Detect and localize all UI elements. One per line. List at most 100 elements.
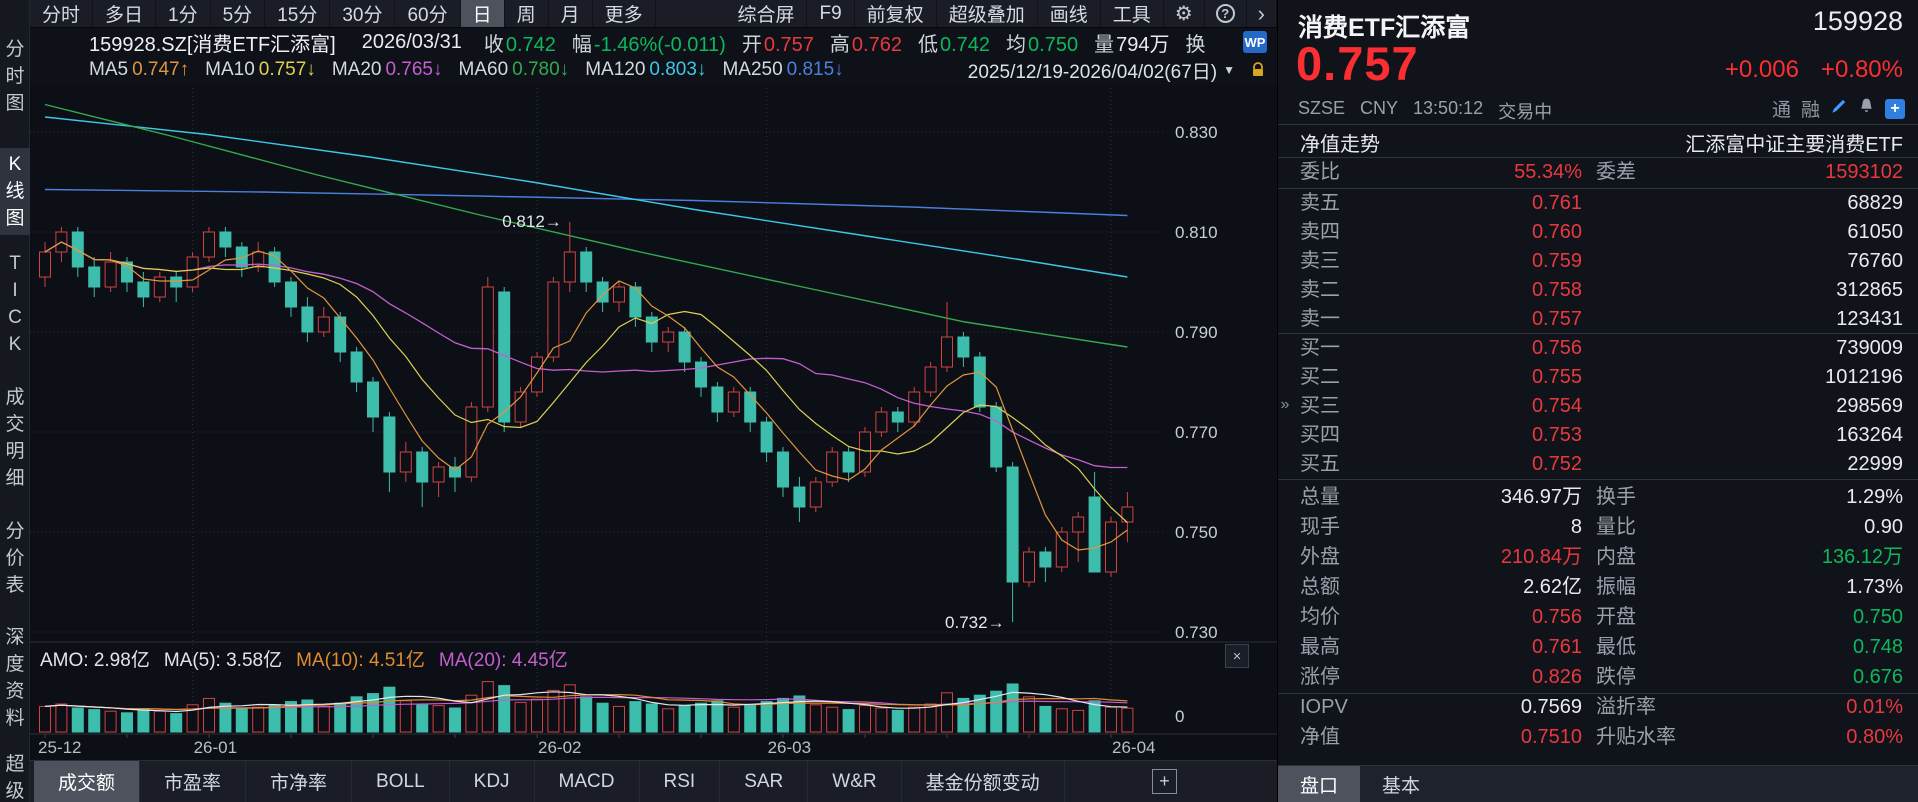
close-icon[interactable]: × [1225, 644, 1249, 668]
sidebar-item-1[interactable]: 分时图 [0, 38, 30, 115]
help-icon[interactable]: ? [1205, 0, 1247, 27]
nav-value-row[interactable]: 净值走势 汇添富中证主要消费ETF [1278, 128, 1918, 156]
indicator-tab-SAR[interactable]: SAR [720, 761, 809, 802]
svg-text:0.732→: 0.732→ [945, 613, 1005, 632]
field-高: 高 0.762 [830, 34, 902, 56]
field-value: 0.762 [851, 33, 902, 56]
book-price: 0.758 [1531, 279, 1582, 301]
book-price: 0.754 [1531, 395, 1582, 417]
book-price: 0.761 [1531, 192, 1582, 214]
toolbar-item-周[interactable]: 周 [505, 0, 549, 27]
stat-label: 净值 [1300, 726, 1340, 748]
toolbar-item-更多[interactable]: 更多 [593, 0, 656, 27]
kline-chart-svg: 0.830 0.810 0.790 0.770 0.750 0.730 25-12 26-01… [30, 88, 1277, 757]
svg-text:26-03: 26-03 [768, 738, 811, 757]
bid-row-2: 买二 0.755 1012196 [1278, 363, 1918, 392]
date-range-selector[interactable]: 2025/12/19-2026/04/02(67日) ▼ [968, 57, 1235, 84]
indicator-tab-W&R[interactable]: W&R [808, 761, 902, 802]
toolbar-item-60分[interactable]: 60分 [395, 0, 461, 27]
sidebar-item-4[interactable]: 成交明细 [0, 386, 30, 490]
ma-label: MA60 [458, 59, 509, 80]
panel-tab-盘口[interactable]: 盘口 [1278, 766, 1361, 802]
indicator-tab-RSI[interactable]: RSI [640, 761, 721, 802]
indicator-tab-成交额[interactable]: 成交额 [34, 761, 141, 802]
stat-value: 210.84万 [1500, 546, 1582, 568]
toolbar-item-30分[interactable]: 30分 [330, 0, 396, 27]
divider [1278, 693, 1918, 694]
book-volume: 1012196 [1825, 366, 1903, 388]
date-range-label: 2025/12/19-2026/04/02(67日) [967, 61, 1218, 83]
alert-bell-icon[interactable] [1858, 97, 1875, 120]
toolbar-item-超级叠加[interactable]: 超级叠加 [937, 0, 1038, 27]
grid-plus-icon[interactable]: + [1152, 769, 1177, 794]
ma-legend-MA60: MA60 0.780↓ [459, 59, 570, 80]
toolbar-item-工具[interactable]: 工具 [1101, 0, 1164, 27]
field-value: 0.742 [939, 33, 991, 56]
stat-row-3: 外盘 210.84万 内盘 136.12万 [1278, 542, 1918, 572]
chevron-down-icon: ▼ [1223, 63, 1235, 77]
field-label: 高 [829, 33, 850, 56]
indicator-tab-市盈率[interactable]: 市盈率 [140, 761, 247, 802]
toolbar-item-月[interactable]: 月 [549, 0, 593, 27]
stat-label: 总额 [1300, 576, 1340, 598]
sidebar-item-5[interactable]: 分价表 [0, 520, 30, 597]
toolbar-item-画线[interactable]: 画线 [1038, 0, 1101, 27]
stat-label: 开盘 [1596, 606, 1636, 628]
amo-item-MA20: MA(20): 4.45亿 [438, 649, 568, 671]
panel-collapse-handle[interactable]: » [1280, 396, 1290, 413]
field-value: 0.742 [505, 33, 556, 56]
ma-label: MA20 [331, 59, 382, 80]
sidebar-item-char: 级 [5, 781, 25, 802]
wp-badge-icon[interactable]: WP [1243, 31, 1267, 53]
gear-icon[interactable]: ⚙ [1164, 0, 1205, 27]
sidebar-item-char: 交 [5, 414, 25, 435]
book-price: 0.753 [1531, 424, 1582, 446]
sidebar-item-char: 深 [5, 627, 25, 648]
sidebar-item-char: C [8, 307, 22, 328]
kline-chart-area[interactable]: 0.830 0.810 0.790 0.770 0.750 0.730 25-12 26-01… [30, 84, 1277, 760]
field-value: 794万 [1116, 33, 1170, 56]
ohlc-fields: 收 0.742 幅 -1.46%(-0.011) 开 0.757 高 0.762 低 0.742 均… [484, 28, 1224, 57]
sidebar-item-char: 价 [5, 548, 25, 569]
toolbar-item-15分[interactable]: 15分 [265, 0, 331, 27]
book-volume: 123431 [1836, 308, 1903, 330]
ma-value: 0.747↑ [132, 59, 190, 80]
chevron-right-icon[interactable]: › [1247, 0, 1277, 27]
panel-tab-基本[interactable]: 基本 [1382, 775, 1421, 797]
indicator-tab-市净率[interactable]: 市净率 [246, 761, 353, 802]
book-volume: 298569 [1836, 395, 1903, 417]
sidebar-item-6[interactable]: 深度资料 [0, 626, 30, 730]
edit-pencil-icon[interactable] [1830, 97, 1848, 121]
lock-icon[interactable] [1249, 61, 1267, 79]
toolbar-item-前复权[interactable]: 前复权 [855, 0, 937, 27]
ma-value: 0.780↓ [512, 59, 570, 80]
indicator-tab-MACD[interactable]: MACD [535, 761, 640, 802]
indicator-tab-BOLL[interactable]: BOLL [352, 761, 450, 802]
instrument-code: 159928.SZ[消费ETF汇添富] [89, 33, 336, 56]
sidebar-item-char: 度 [5, 654, 25, 675]
toolbar-item-综合屏[interactable]: 综合屏 [725, 0, 808, 27]
toolbar-item-多日[interactable]: 多日 [93, 0, 157, 27]
svg-text:0.812→: 0.812→ [502, 212, 562, 231]
nav-left-link[interactable]: 净值走势 [1300, 134, 1380, 156]
sidebar-item-char: 图 [5, 208, 25, 229]
sidebar-item-7[interactable]: 超级 [0, 753, 30, 802]
toolbar-item-日[interactable]: 日 [460, 0, 505, 27]
toolbar-item-F9[interactable]: F9 [807, 0, 855, 27]
indicator-tab-基金份额变动[interactable]: 基金份额变动 [902, 761, 1065, 802]
indicator-tab-KDJ[interactable]: KDJ [450, 761, 535, 802]
add-plus-icon[interactable]: + [1885, 98, 1905, 119]
book-volume: 22999 [1847, 453, 1903, 475]
ask-row-4: 卖四 0.760 61050 [1278, 218, 1918, 247]
book-level-label: 卖一 [1300, 308, 1340, 330]
toolbar-item-1分[interactable]: 1分 [156, 0, 211, 27]
stat-label: 均价 [1300, 606, 1340, 628]
toolbar-item-分时[interactable]: 分时 [30, 0, 94, 27]
toolbar-item-5分[interactable]: 5分 [211, 0, 266, 27]
stat-value: 0.756 [1531, 606, 1582, 628]
price-change: +0.006 +0.80% [1725, 56, 1903, 84]
stat-value: 0.826 [1531, 666, 1582, 688]
